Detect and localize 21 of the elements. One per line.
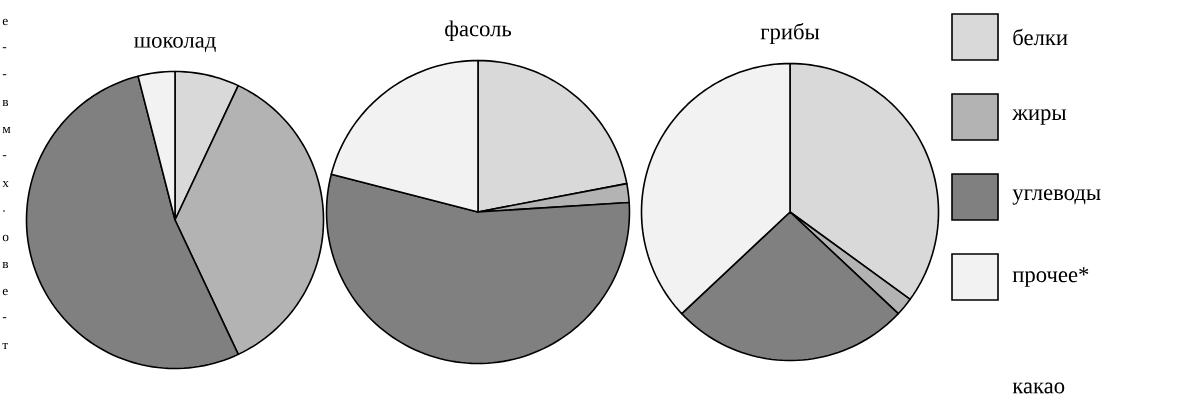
text: м xyxy=(2,126,11,134)
chart-title: фасоль xyxy=(445,20,512,41)
text: е xyxy=(2,18,8,26)
text: - xyxy=(2,47,7,49)
text: - xyxy=(2,155,7,157)
text: е xyxy=(2,288,8,296)
text: шоколад xyxy=(134,36,216,52)
text: - xyxy=(2,74,7,76)
text: - xyxy=(2,317,7,319)
text: х xyxy=(2,180,9,188)
text: . xyxy=(3,210,5,212)
legend-label: углеводы xyxy=(1012,189,1101,205)
text: о xyxy=(2,234,9,242)
text: т xyxy=(2,342,8,350)
chart-title: грибы xyxy=(760,22,820,44)
legend-label: жиры xyxy=(1012,109,1067,125)
text: в xyxy=(2,99,9,107)
text: какао xyxy=(1012,382,1065,394)
legend-label: белки xyxy=(1013,28,1068,46)
text: в xyxy=(2,261,9,269)
legend-label: прочее* xyxy=(1012,267,1089,287)
